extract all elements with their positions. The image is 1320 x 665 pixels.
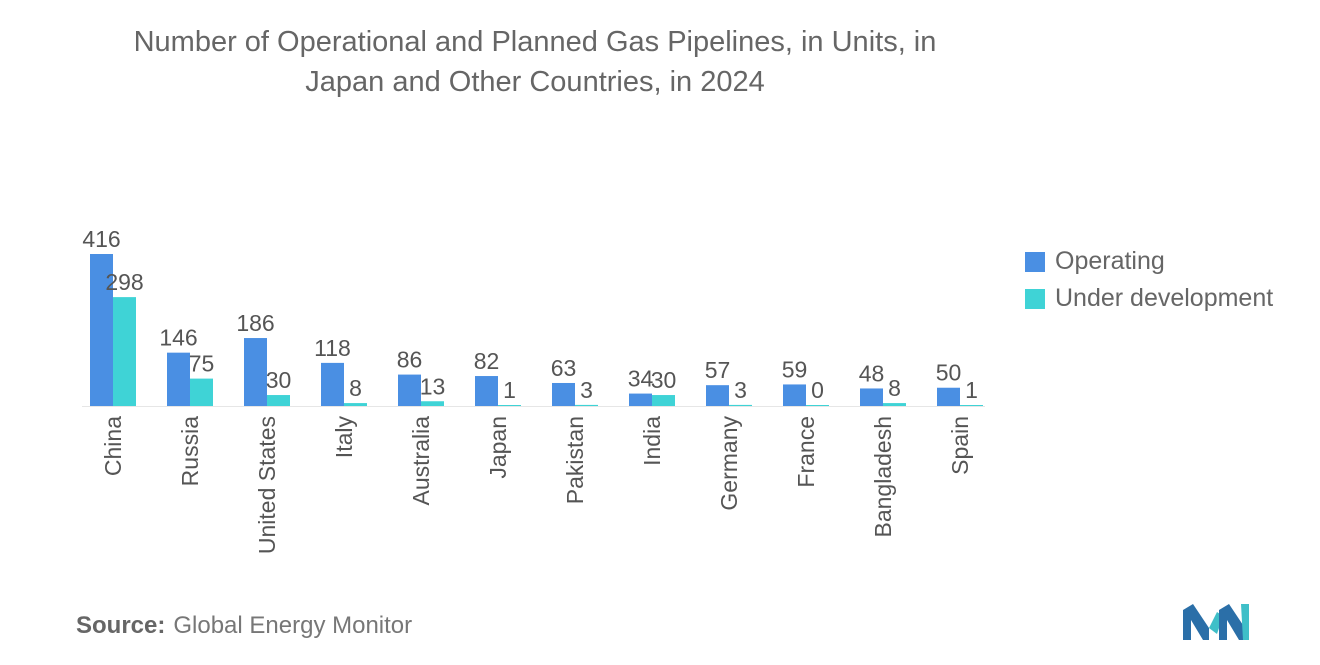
source-note: Source: Global Energy Monitor xyxy=(76,612,412,640)
data-label-operating-russia: 146 xyxy=(159,325,197,351)
x-tick-label-france: France xyxy=(793,416,819,488)
mordor-intelligence-logo-icon xyxy=(1183,604,1249,640)
x-tick-label-japan: Japan xyxy=(485,416,511,479)
x-tick-label-china: China xyxy=(100,416,126,476)
data-label-under-development-china: 298 xyxy=(105,269,143,295)
data-label-under-development-australia: 13 xyxy=(420,373,446,399)
bar-operating-russia xyxy=(167,352,190,406)
data-label-operating-italy: 118 xyxy=(314,335,351,361)
data-label-under-development-united-states: 30 xyxy=(266,367,292,393)
data-label-operating-india: 34 xyxy=(628,366,654,392)
data-label-under-development-japan: 1 xyxy=(503,377,516,403)
bar-operating-germany xyxy=(706,385,729,406)
x-tick-label-india: India xyxy=(639,416,665,466)
legend-label-operating: Operating xyxy=(1055,247,1165,275)
bar-operating-united-states xyxy=(244,338,267,406)
x-tick-label-pakistan: Pakistan xyxy=(562,416,588,504)
bar-under-development-united-states xyxy=(267,395,290,406)
bar-under-development-india xyxy=(652,395,675,406)
legend-label-under-development: Under development xyxy=(1055,284,1274,312)
data-label-under-development-russia: 75 xyxy=(189,351,215,377)
data-label-under-development-italy: 8 xyxy=(349,375,362,401)
data-label-operating-china: 416 xyxy=(82,226,120,252)
data-label-under-development-pakistan: 3 xyxy=(580,377,593,403)
chart-title: Number of Operational and Planned Gas Pi… xyxy=(60,22,1010,102)
bar-under-development-pakistan xyxy=(575,404,598,406)
bar-under-development-italy xyxy=(344,403,367,406)
data-label-operating-australia: 86 xyxy=(397,347,423,373)
bar-under-development-bangladesh xyxy=(883,403,906,406)
data-label-under-development-france: 0 xyxy=(811,377,824,403)
data-label-operating-pakistan: 63 xyxy=(551,355,577,381)
bar-operating-china xyxy=(90,254,113,406)
x-tick-label-russia: Russia xyxy=(177,416,203,487)
data-label-operating-spain: 50 xyxy=(936,360,962,386)
data-label-operating-france: 59 xyxy=(782,356,808,382)
bar-under-development-russia xyxy=(190,378,213,406)
x-tick-label-spain: Spain xyxy=(947,416,973,475)
x-tick-label-australia: Australia xyxy=(408,416,434,506)
bar-under-development-japan xyxy=(498,405,521,406)
bar-operating-spain xyxy=(937,387,960,406)
legend: Operating Under development xyxy=(1025,243,1273,317)
bar-under-development-france xyxy=(806,405,829,406)
legend-item-operating: Operating xyxy=(1025,243,1273,280)
x-tick-label-italy: Italy xyxy=(331,416,357,459)
bar-under-development-spain xyxy=(960,405,983,406)
data-label-under-development-spain: 1 xyxy=(965,377,978,403)
x-tick-label-germany: Germany xyxy=(716,416,742,511)
bar-under-development-china xyxy=(113,297,136,406)
data-label-under-development-germany: 3 xyxy=(734,377,747,403)
legend-swatch-under-development xyxy=(1025,288,1045,309)
x-tick-label-bangladesh: Bangladesh xyxy=(870,416,896,538)
data-label-under-development-india: 30 xyxy=(651,367,677,393)
data-label-operating-united-states: 186 xyxy=(236,310,274,336)
data-label-operating-bangladesh: 48 xyxy=(859,360,885,386)
x-tick-label-united-states: United States xyxy=(254,416,280,554)
bar-operating-france xyxy=(783,384,806,406)
bar-operating-japan xyxy=(475,376,498,406)
bar-operating-pakistan xyxy=(552,382,575,406)
chart-title-line-2: Japan and Other Countries, in 2024 xyxy=(305,66,765,98)
source-label: Source: xyxy=(76,612,166,639)
bar-under-development-germany xyxy=(729,404,752,406)
data-label-operating-germany: 57 xyxy=(705,357,731,383)
legend-item-under-development: Under development xyxy=(1025,280,1273,317)
bar-operating-bangladesh xyxy=(860,388,883,406)
bar-operating-italy xyxy=(321,362,344,406)
legend-swatch-operating xyxy=(1025,251,1045,272)
bar-operating-india xyxy=(629,393,652,406)
chart-title-line-1: Number of Operational and Planned Gas Pi… xyxy=(133,26,937,58)
bar-under-development-australia xyxy=(421,401,444,406)
data-label-operating-japan: 82 xyxy=(474,348,500,374)
bar-operating-australia xyxy=(398,374,421,406)
source-value: Global Energy Monitor xyxy=(173,612,413,639)
data-label-under-development-bangladesh: 8 xyxy=(888,375,901,401)
